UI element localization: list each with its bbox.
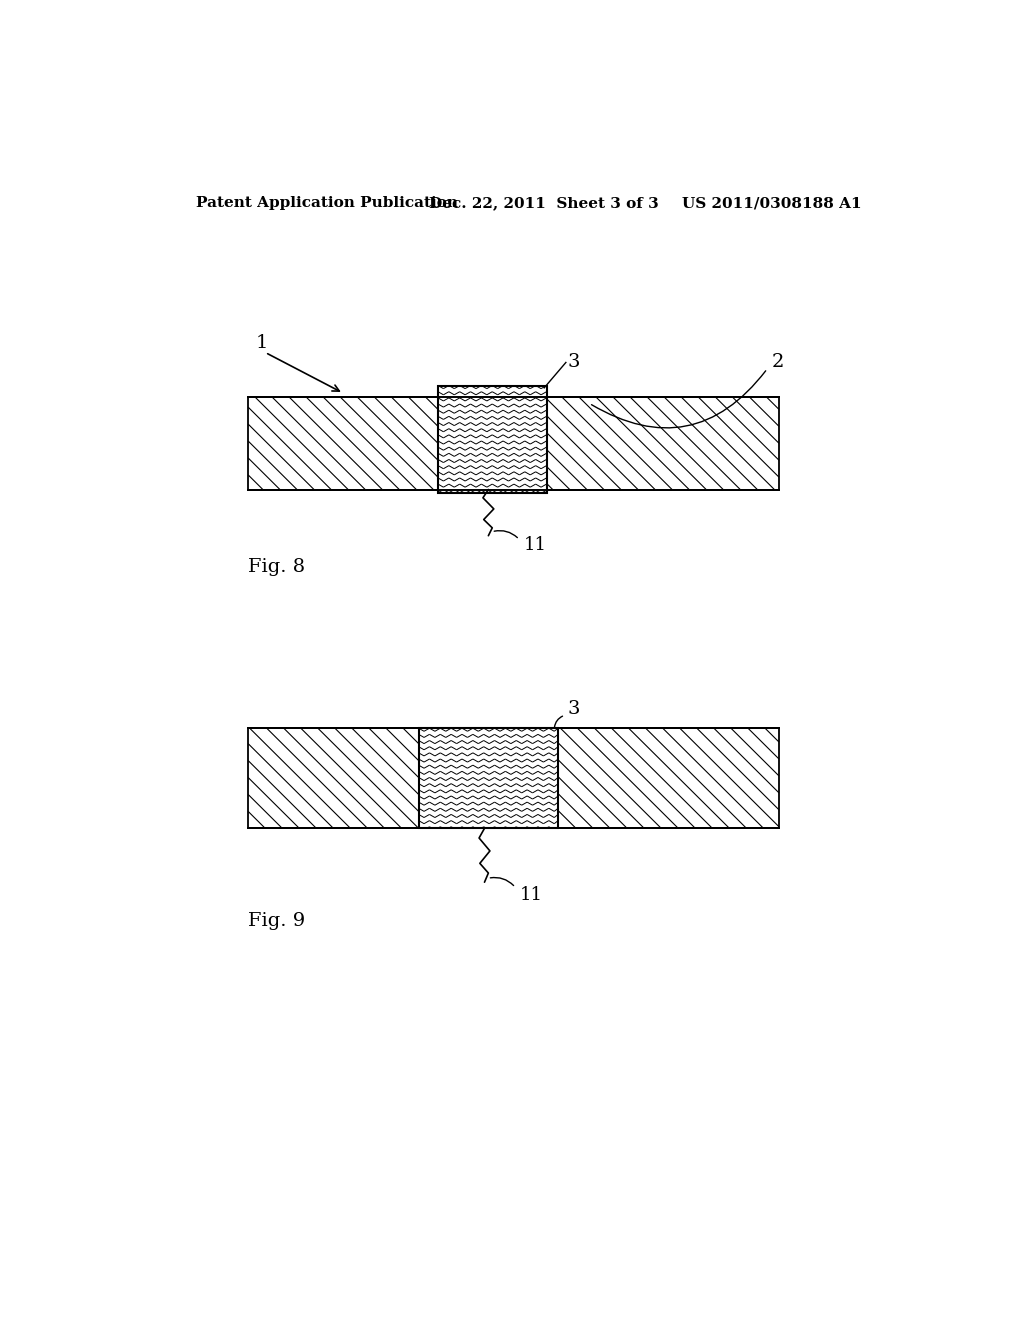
Text: Fig. 9: Fig. 9: [248, 912, 305, 929]
Text: 1: 1: [256, 334, 268, 352]
Bar: [547, 397, 779, 490]
Bar: [248, 397, 438, 490]
Text: US 2011/0308188 A1: US 2011/0308188 A1: [682, 197, 862, 210]
Bar: [438, 385, 547, 494]
Bar: [248, 729, 419, 829]
Text: Patent Application Publication: Patent Application Publication: [197, 197, 458, 210]
Text: Fig. 8: Fig. 8: [248, 557, 305, 576]
Text: 11: 11: [519, 886, 543, 904]
Bar: [558, 729, 779, 829]
Text: 3: 3: [567, 700, 580, 718]
Text: 3: 3: [567, 354, 580, 371]
Text: Dec. 22, 2011  Sheet 3 of 3: Dec. 22, 2011 Sheet 3 of 3: [429, 197, 658, 210]
Text: 2: 2: [771, 354, 783, 371]
Text: 11: 11: [523, 536, 546, 553]
Bar: [419, 729, 558, 829]
